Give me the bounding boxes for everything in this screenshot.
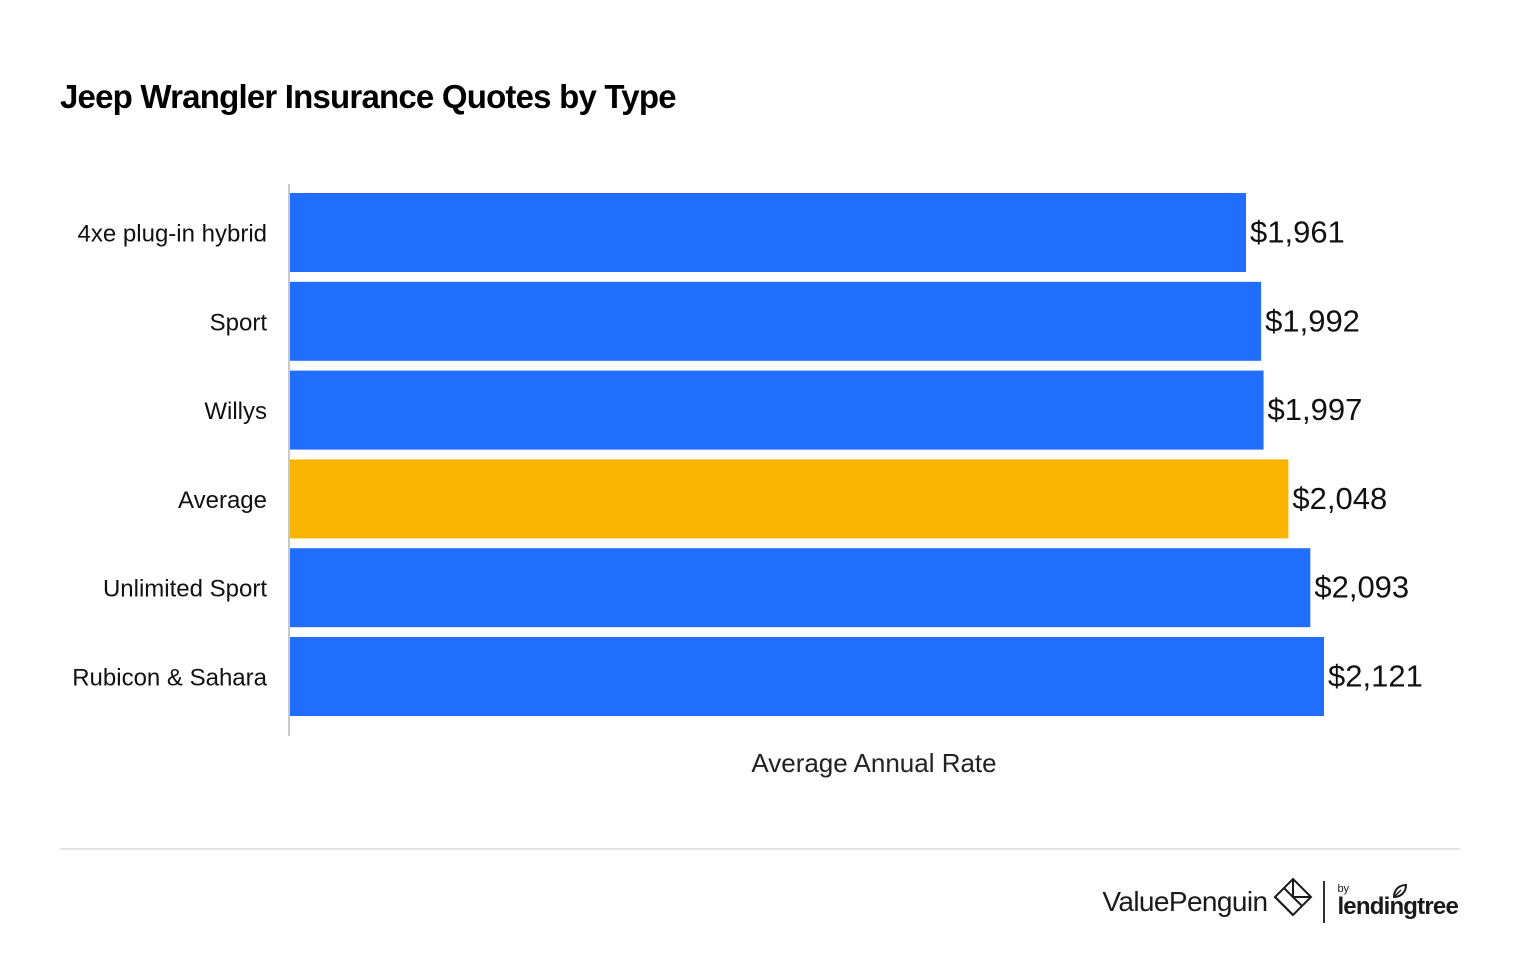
lendingtree-leaf-icon [1392, 883, 1408, 904]
value-label: $1,992 [1265, 303, 1360, 338]
value-label: $2,048 [1292, 481, 1387, 516]
category-label: Average [178, 487, 267, 514]
footer-divider [60, 848, 1460, 850]
bar-0 [290, 193, 1246, 272]
bar-chart: 4xe plug-in hybrid Sport Willys Average Unli… [72, 184, 1423, 778]
valuepenguin-logo-text: ValuePenguin [1102, 886, 1268, 917]
category-label: 4xe plug-in hybrid [78, 221, 267, 248]
value-labels: $1,961 $1,992 $1,997 $2,048 $2,093 $2,121 [1250, 215, 1423, 694]
chart-title: Jeep Wrangler Insurance Quotes by Type [60, 78, 677, 115]
value-label: $1,997 [1268, 392, 1363, 427]
bar-1 [290, 281, 1262, 361]
footer-branding: ValuePenguin by lendingtree [1102, 877, 1459, 926]
category-label: Sport [210, 309, 268, 336]
category-label: Unlimited Sport [103, 576, 267, 603]
by-label: by [1337, 883, 1350, 895]
value-label: $2,121 [1328, 659, 1423, 694]
bar-2 [290, 370, 1264, 450]
x-axis-title: Average Annual Rate [751, 748, 996, 778]
bars-layer [290, 193, 1324, 716]
category-label: Rubicon & Sahara [72, 665, 267, 692]
lendingtree-logo: by lendingtree [1337, 883, 1458, 921]
valuepenguin-diamond-icon [1273, 877, 1313, 922]
value-label: $1,961 [1250, 215, 1345, 250]
bar-3 [290, 459, 1289, 539]
brand-divider [1323, 881, 1326, 923]
value-label: $2,093 [1314, 570, 1409, 605]
lendingtree-logo-text: lendingtree [1337, 893, 1458, 920]
category-label: Willys [204, 398, 267, 425]
bar-5 [290, 637, 1324, 716]
bar-4 [290, 548, 1311, 628]
category-labels: 4xe plug-in hybrid Sport Willys Average Unli… [72, 221, 267, 692]
